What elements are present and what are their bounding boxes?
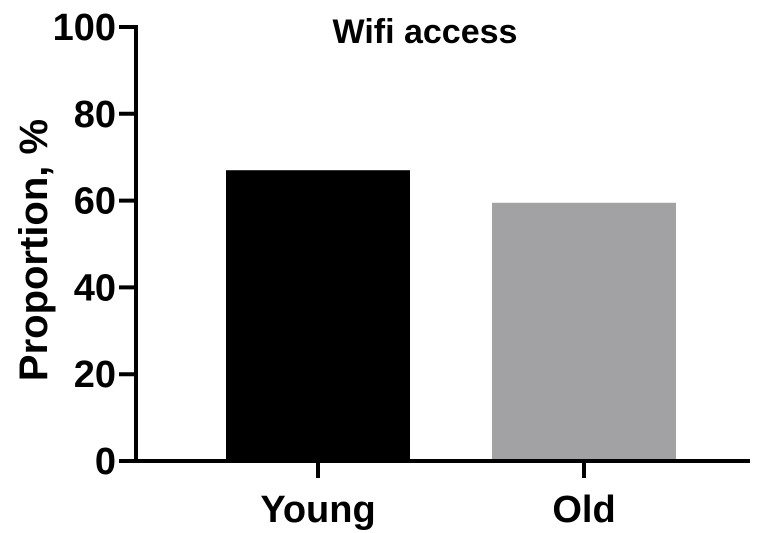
x-ticks-group: Young Old [260, 461, 616, 531]
y-tick-label: 20 [74, 354, 116, 396]
bar-young [226, 170, 410, 461]
bar-old [492, 202, 676, 461]
y-tick-label: 80 [74, 94, 116, 136]
x-tick-label: Young [260, 489, 375, 531]
y-tick-label: 60 [74, 181, 116, 223]
y-ticks-group: 0 20 40 60 80 100 [53, 7, 136, 483]
y-tick-label: 0 [95, 441, 116, 483]
y-tick-label: 100 [53, 7, 116, 49]
y-axis-label: Proportion, % [12, 119, 56, 381]
x-tick-label: Old [552, 489, 615, 531]
y-tick-label: 40 [74, 267, 116, 309]
bars-group [226, 170, 676, 461]
chart-title: Wifi access [333, 13, 518, 51]
